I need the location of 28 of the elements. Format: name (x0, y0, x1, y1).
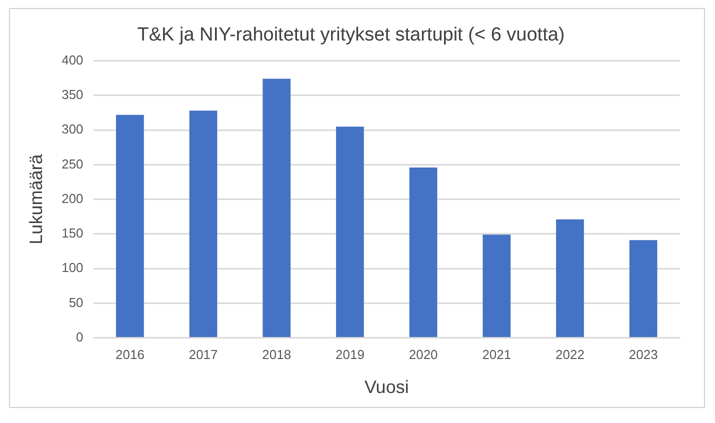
y-tick-label: 50 (68, 294, 84, 310)
x-tick-label: 2018 (262, 347, 292, 362)
y-tick-label: 200 (62, 190, 84, 206)
x-tick-label: 2019 (336, 347, 364, 362)
y-tick-label: 300 (62, 122, 84, 137)
x-tick-label: 2020 (408, 347, 438, 362)
bar (189, 110, 218, 338)
bar (409, 167, 438, 338)
y-tick-label: 400 (62, 52, 84, 68)
bar (629, 240, 658, 338)
bar (336, 126, 364, 338)
bar (482, 234, 511, 338)
bar (556, 219, 584, 338)
x-tick-label: 2022 (556, 347, 584, 362)
y-tick-label: 100 (62, 260, 84, 276)
chart-title: T&K ja NIY-rahoitetut yritykset startupit (< 6 vuotta) (137, 24, 565, 46)
x-axis-title: Vuosi (364, 377, 409, 398)
x-tick-label: 2023 (628, 347, 658, 362)
bar (116, 114, 144, 338)
x-tick-label: 2016 (116, 347, 144, 362)
y-tick-label: 350 (62, 87, 84, 102)
y-axis-title: Lukumäärä (26, 153, 46, 244)
y-tick-label: 250 (62, 156, 84, 172)
x-tick-label: 2017 (188, 347, 218, 362)
y-tick-label: 150 (62, 226, 84, 241)
bar (262, 78, 291, 338)
x-tick-label: 2021 (482, 347, 512, 362)
y-tick-label: 0 (76, 329, 84, 344)
